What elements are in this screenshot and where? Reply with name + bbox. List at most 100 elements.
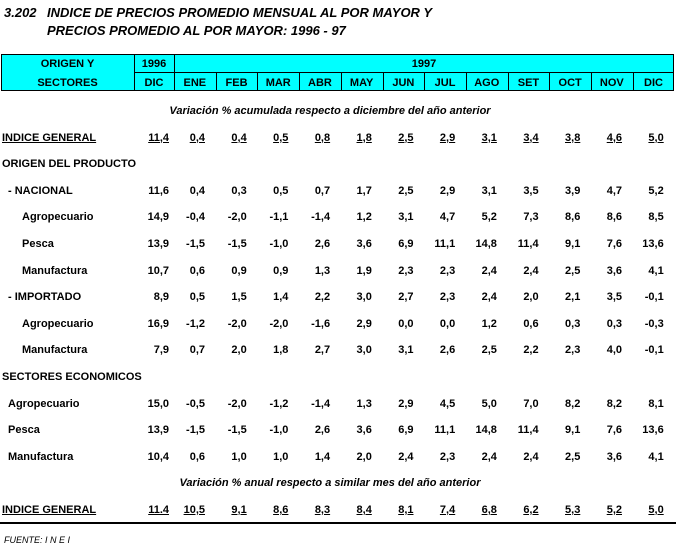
cell-value: 2,0 — [231, 344, 247, 357]
section-caption: Variación % acumulada respecto a diciemb… — [169, 105, 491, 117]
month-label: SET — [517, 77, 540, 89]
cell-value: 2,9 — [439, 131, 456, 144]
header-label: ORIGEN Y — [40, 58, 95, 70]
header-divider — [424, 72, 426, 91]
month-label: JUN — [392, 77, 415, 89]
cell-value: 7,6 — [606, 238, 622, 250]
cell-value: 3,4 — [523, 131, 539, 144]
row-label: INDICE GENERAL — [2, 131, 97, 144]
section-caption: Variación % anual respecto a similar mes… — [179, 477, 481, 490]
cell-value: 1,5 — [231, 291, 247, 304]
cell-value: 1,0 — [231, 450, 247, 463]
cell-value: 0,8 — [314, 131, 331, 144]
cell-value: 2,9 — [398, 397, 414, 410]
cell-value: 2,5 — [565, 264, 581, 277]
cell-value: 8,6 — [273, 504, 289, 516]
cell-value: -1,4 — [311, 211, 331, 224]
cell-value: 15,0 — [147, 397, 169, 410]
row-label: Manufactura — [8, 450, 74, 463]
cell-value: 8,2 — [606, 397, 622, 410]
bottom-rule — [0, 522, 676, 524]
cell-value: 0,5 — [189, 291, 205, 304]
row-label: Pesca — [22, 238, 54, 250]
cell-value: 0,9 — [273, 264, 289, 277]
cell-value: 4,7 — [606, 184, 622, 197]
cell-value: 0,0 — [439, 317, 456, 330]
cell-value: -2,0 — [269, 317, 289, 330]
cell-value: 3,8 — [565, 131, 581, 144]
cell-value: 8,9 — [153, 291, 169, 304]
cell-value: 2,0 — [523, 291, 539, 304]
cell-value: 0,6 — [189, 450, 205, 463]
cell-value: -1,5 — [186, 238, 205, 250]
cell-value: 3,0 — [356, 344, 372, 357]
month-label: ABR — [308, 77, 332, 89]
cell-value: 8,4 — [356, 504, 372, 516]
header-divider — [465, 72, 467, 91]
cell-value: 0,3 — [231, 184, 247, 197]
cell-value: 3,1 — [481, 131, 497, 144]
cell-value: -1,2 — [269, 397, 289, 410]
cell-value: 2,7 — [314, 344, 331, 357]
cell-value: 2,5 — [398, 131, 414, 144]
cell-value: 10,5 — [183, 504, 205, 516]
source-note: FUENTE: I N E I — [4, 535, 71, 545]
cell-value: -1,4 — [311, 397, 331, 410]
cell-value: -1,5 — [227, 424, 247, 437]
row-label: Agropecuario — [22, 317, 94, 330]
cell-value: 3,6 — [606, 450, 622, 463]
cell-value: 3,5 — [606, 291, 622, 304]
cell-value: 0,3 — [606, 317, 622, 330]
header-divider — [215, 72, 217, 91]
row-label: Manufactura — [22, 344, 88, 357]
cell-value: 7,0 — [523, 397, 539, 410]
cell-value: 1,2 — [356, 211, 372, 224]
cell-value: 14,8 — [475, 424, 497, 437]
cell-value: 6,9 — [398, 424, 414, 437]
cell-value: 8,1 — [648, 397, 664, 410]
header-divider — [632, 72, 634, 91]
cell-value: 2,3 — [439, 291, 456, 304]
cell-value: 2,6 — [314, 238, 331, 250]
header-label: SECTORES — [37, 77, 98, 89]
cell-value: 1,4 — [314, 450, 331, 463]
cell-value: -1,5 — [186, 424, 205, 437]
cell-value: 10,7 — [147, 264, 169, 277]
cell-value: -0,3 — [644, 317, 664, 330]
cell-value: 16,9 — [147, 317, 169, 330]
cell-value: 11,4 — [148, 131, 169, 144]
cell-value: -1,6 — [311, 317, 331, 330]
cell-value: 8,2 — [565, 397, 581, 410]
cell-value: 4,0 — [606, 344, 622, 357]
cell-value: 3,6 — [606, 264, 622, 277]
cell-value: 11,4 — [517, 238, 539, 250]
cell-value: 2,3 — [398, 264, 414, 277]
cell-value: 5,2 — [481, 211, 497, 224]
cell-value: 7,3 — [523, 211, 539, 224]
cell-value: 11.4 — [148, 504, 169, 516]
row-label: Manufactura — [22, 264, 88, 277]
cell-value: 9,1 — [565, 238, 581, 250]
cell-value: 10,4 — [147, 450, 169, 463]
cell-value: 7,6 — [606, 424, 622, 437]
cell-value: 3,1 — [398, 344, 414, 357]
cell-value: 11,6 — [148, 184, 169, 197]
cell-value: 14,9 — [147, 211, 169, 224]
cell-value: 1,8 — [356, 131, 372, 144]
cell-value: 0,5 — [273, 131, 289, 144]
cell-value: 0,0 — [398, 317, 414, 330]
cell-value: 0,4 — [231, 131, 247, 144]
cell-value: 1,2 — [481, 317, 497, 330]
cell-value: -1,5 — [227, 238, 247, 250]
cell-value: 6,8 — [481, 504, 497, 516]
cell-value: 3,9 — [565, 184, 581, 197]
header-divider — [382, 72, 384, 91]
cell-value: -1,2 — [186, 317, 205, 330]
cell-value: -0,1 — [644, 291, 664, 304]
cell-value: 9,1 — [231, 504, 247, 516]
row-label: INDICE GENERAL — [2, 504, 97, 516]
header-divider — [340, 72, 342, 91]
cell-value: -1,0 — [269, 238, 289, 250]
cell-value: 4,5 — [439, 397, 456, 410]
